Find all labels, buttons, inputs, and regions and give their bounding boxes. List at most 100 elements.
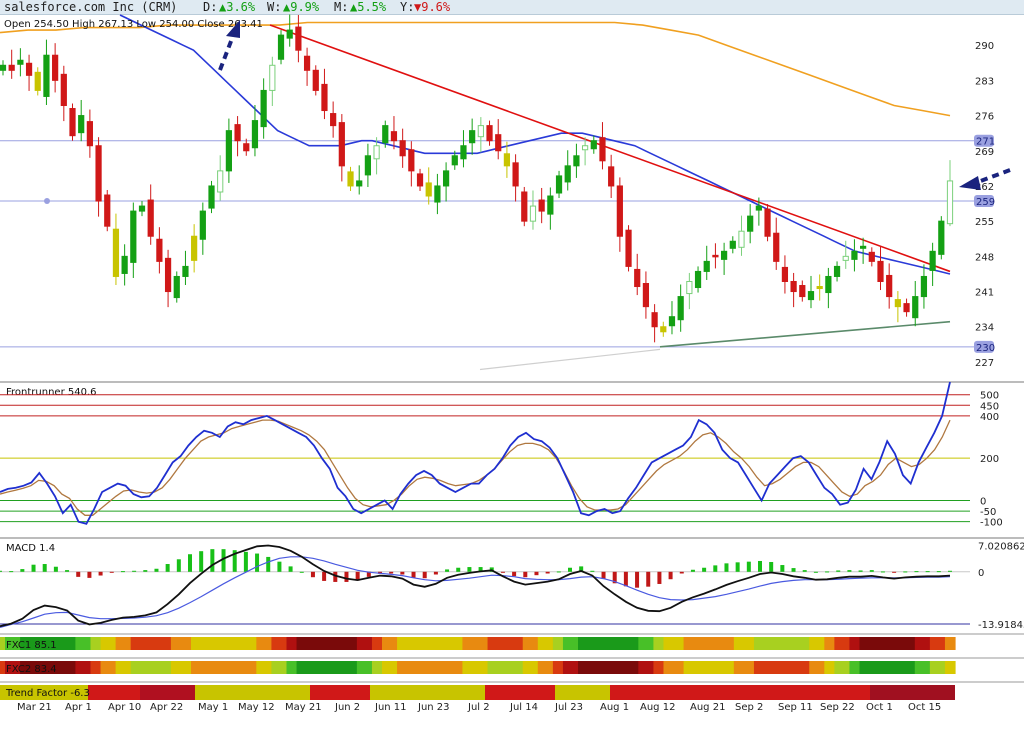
frontrunner-signal-line (0, 419, 951, 516)
support-extension-line (479, 348, 661, 371)
monthly-change-label: M: (334, 0, 349, 14)
fxc2-cell (382, 661, 388, 674)
fxc2-cell (497, 661, 504, 674)
price-tick-label: 269 (975, 147, 994, 158)
fxc2-cell (608, 661, 614, 674)
candle-body (608, 166, 615, 187)
annotation-arrow-right (959, 168, 1011, 190)
candle-body (182, 265, 189, 277)
daily-change-label: D: (203, 0, 218, 14)
fxc1-cell (774, 637, 780, 650)
fxc2-cell (211, 661, 217, 674)
candle-body (721, 250, 728, 260)
fxc2-cell (442, 661, 448, 674)
fxc1-cell (949, 637, 956, 650)
fxc2-cell (864, 661, 871, 674)
fxc2-cell (879, 661, 886, 674)
fxc1-cell (874, 637, 881, 650)
fxc2-cell (457, 661, 464, 674)
candle-body (156, 238, 163, 262)
uptrend-line (659, 320, 951, 348)
candle-body (694, 270, 702, 289)
macd-histogram-bar (500, 571, 505, 573)
x-tick-label: Oct 1 (866, 702, 893, 713)
macd-histogram-bar (679, 571, 684, 574)
candle-body (434, 185, 441, 203)
fxc1-cell (633, 637, 639, 650)
candlesticks (0, 14, 954, 343)
fxc1-cell (482, 637, 489, 650)
downtrend-line (269, 24, 951, 273)
fxc1-cell (929, 637, 936, 650)
fxc2-cell (50, 661, 56, 674)
annotation-arrow-top (218, 20, 240, 71)
fxc1-cell (361, 637, 368, 650)
fxc1-cell (256, 637, 262, 650)
fxc1-cell (286, 637, 293, 650)
x-tick-label: Jun 2 (334, 702, 360, 713)
fxc2-cell (462, 661, 469, 674)
fxc2-cell (779, 661, 785, 674)
macd-tick-label: -13.91843 (978, 620, 1024, 631)
trend-factor-cell (430, 685, 485, 700)
macd-histogram-bar (836, 570, 841, 572)
fxc2-cell (331, 661, 338, 674)
fxc1-cell (180, 637, 187, 650)
macd-histogram-bar (433, 571, 438, 575)
candle-body (43, 54, 50, 97)
fxc2-cell (693, 661, 700, 674)
fxc1-cell (417, 637, 423, 650)
frontrunner-tick-label: 400 (980, 412, 999, 423)
x-tick-label: Aug 1 (600, 702, 629, 713)
candle-body (191, 235, 198, 261)
fxc2-cell (392, 661, 398, 674)
fxc1-cell (311, 637, 318, 650)
macd-histogram-bar (266, 556, 271, 572)
macd-histogram-bar (623, 571, 628, 587)
fxc2-cell (688, 661, 695, 674)
candle-body (868, 251, 875, 262)
fxc1-cell (45, 637, 51, 650)
fxc2-cell (743, 661, 750, 674)
macd-histogram-bar (31, 564, 36, 572)
macd-histogram-bar (199, 551, 204, 572)
fxc1-cell (226, 637, 232, 650)
fxc2-cell (623, 661, 629, 674)
fxc1-cell (668, 637, 675, 650)
macd-histogram-bar (780, 565, 785, 572)
fxc1-cell (784, 637, 790, 650)
candle-body (469, 130, 476, 144)
frontrunner-tick-label: -100 (980, 518, 1003, 529)
candle-body (547, 195, 554, 215)
fxc1-cell (397, 637, 403, 650)
fxc1-cell (939, 637, 946, 650)
fxc1-cell (65, 637, 71, 650)
fxc2-cell (904, 661, 911, 674)
level-badge (974, 340, 994, 353)
macd-histogram-bar (255, 553, 260, 572)
fxc1-cell (839, 637, 846, 650)
candle-body (95, 145, 102, 202)
fxc2-cell (326, 661, 333, 674)
fxc2-cell (261, 661, 267, 674)
candle-body (807, 291, 815, 301)
candle-body (442, 170, 450, 187)
fxc2-cell (784, 661, 790, 674)
fxc1-cell (909, 637, 916, 650)
fxc1-cell (402, 637, 408, 650)
macd-histogram-bar (165, 564, 170, 572)
fxc1-cell (869, 637, 876, 650)
fxc2-cell (738, 661, 745, 674)
fxc2-cell (105, 661, 112, 674)
fxc2-cell (934, 661, 941, 674)
fxc1-cell (753, 637, 760, 650)
fxc1-cell (794, 637, 800, 650)
macd-histogram-bar (713, 565, 718, 572)
fxc2-cell (316, 661, 323, 674)
fxc1-cell (884, 637, 891, 650)
fxc2-cell (125, 661, 132, 674)
fxc2-cell (829, 661, 835, 674)
fxc2-cell (532, 661, 539, 674)
macd-histogram-bar (523, 571, 528, 578)
